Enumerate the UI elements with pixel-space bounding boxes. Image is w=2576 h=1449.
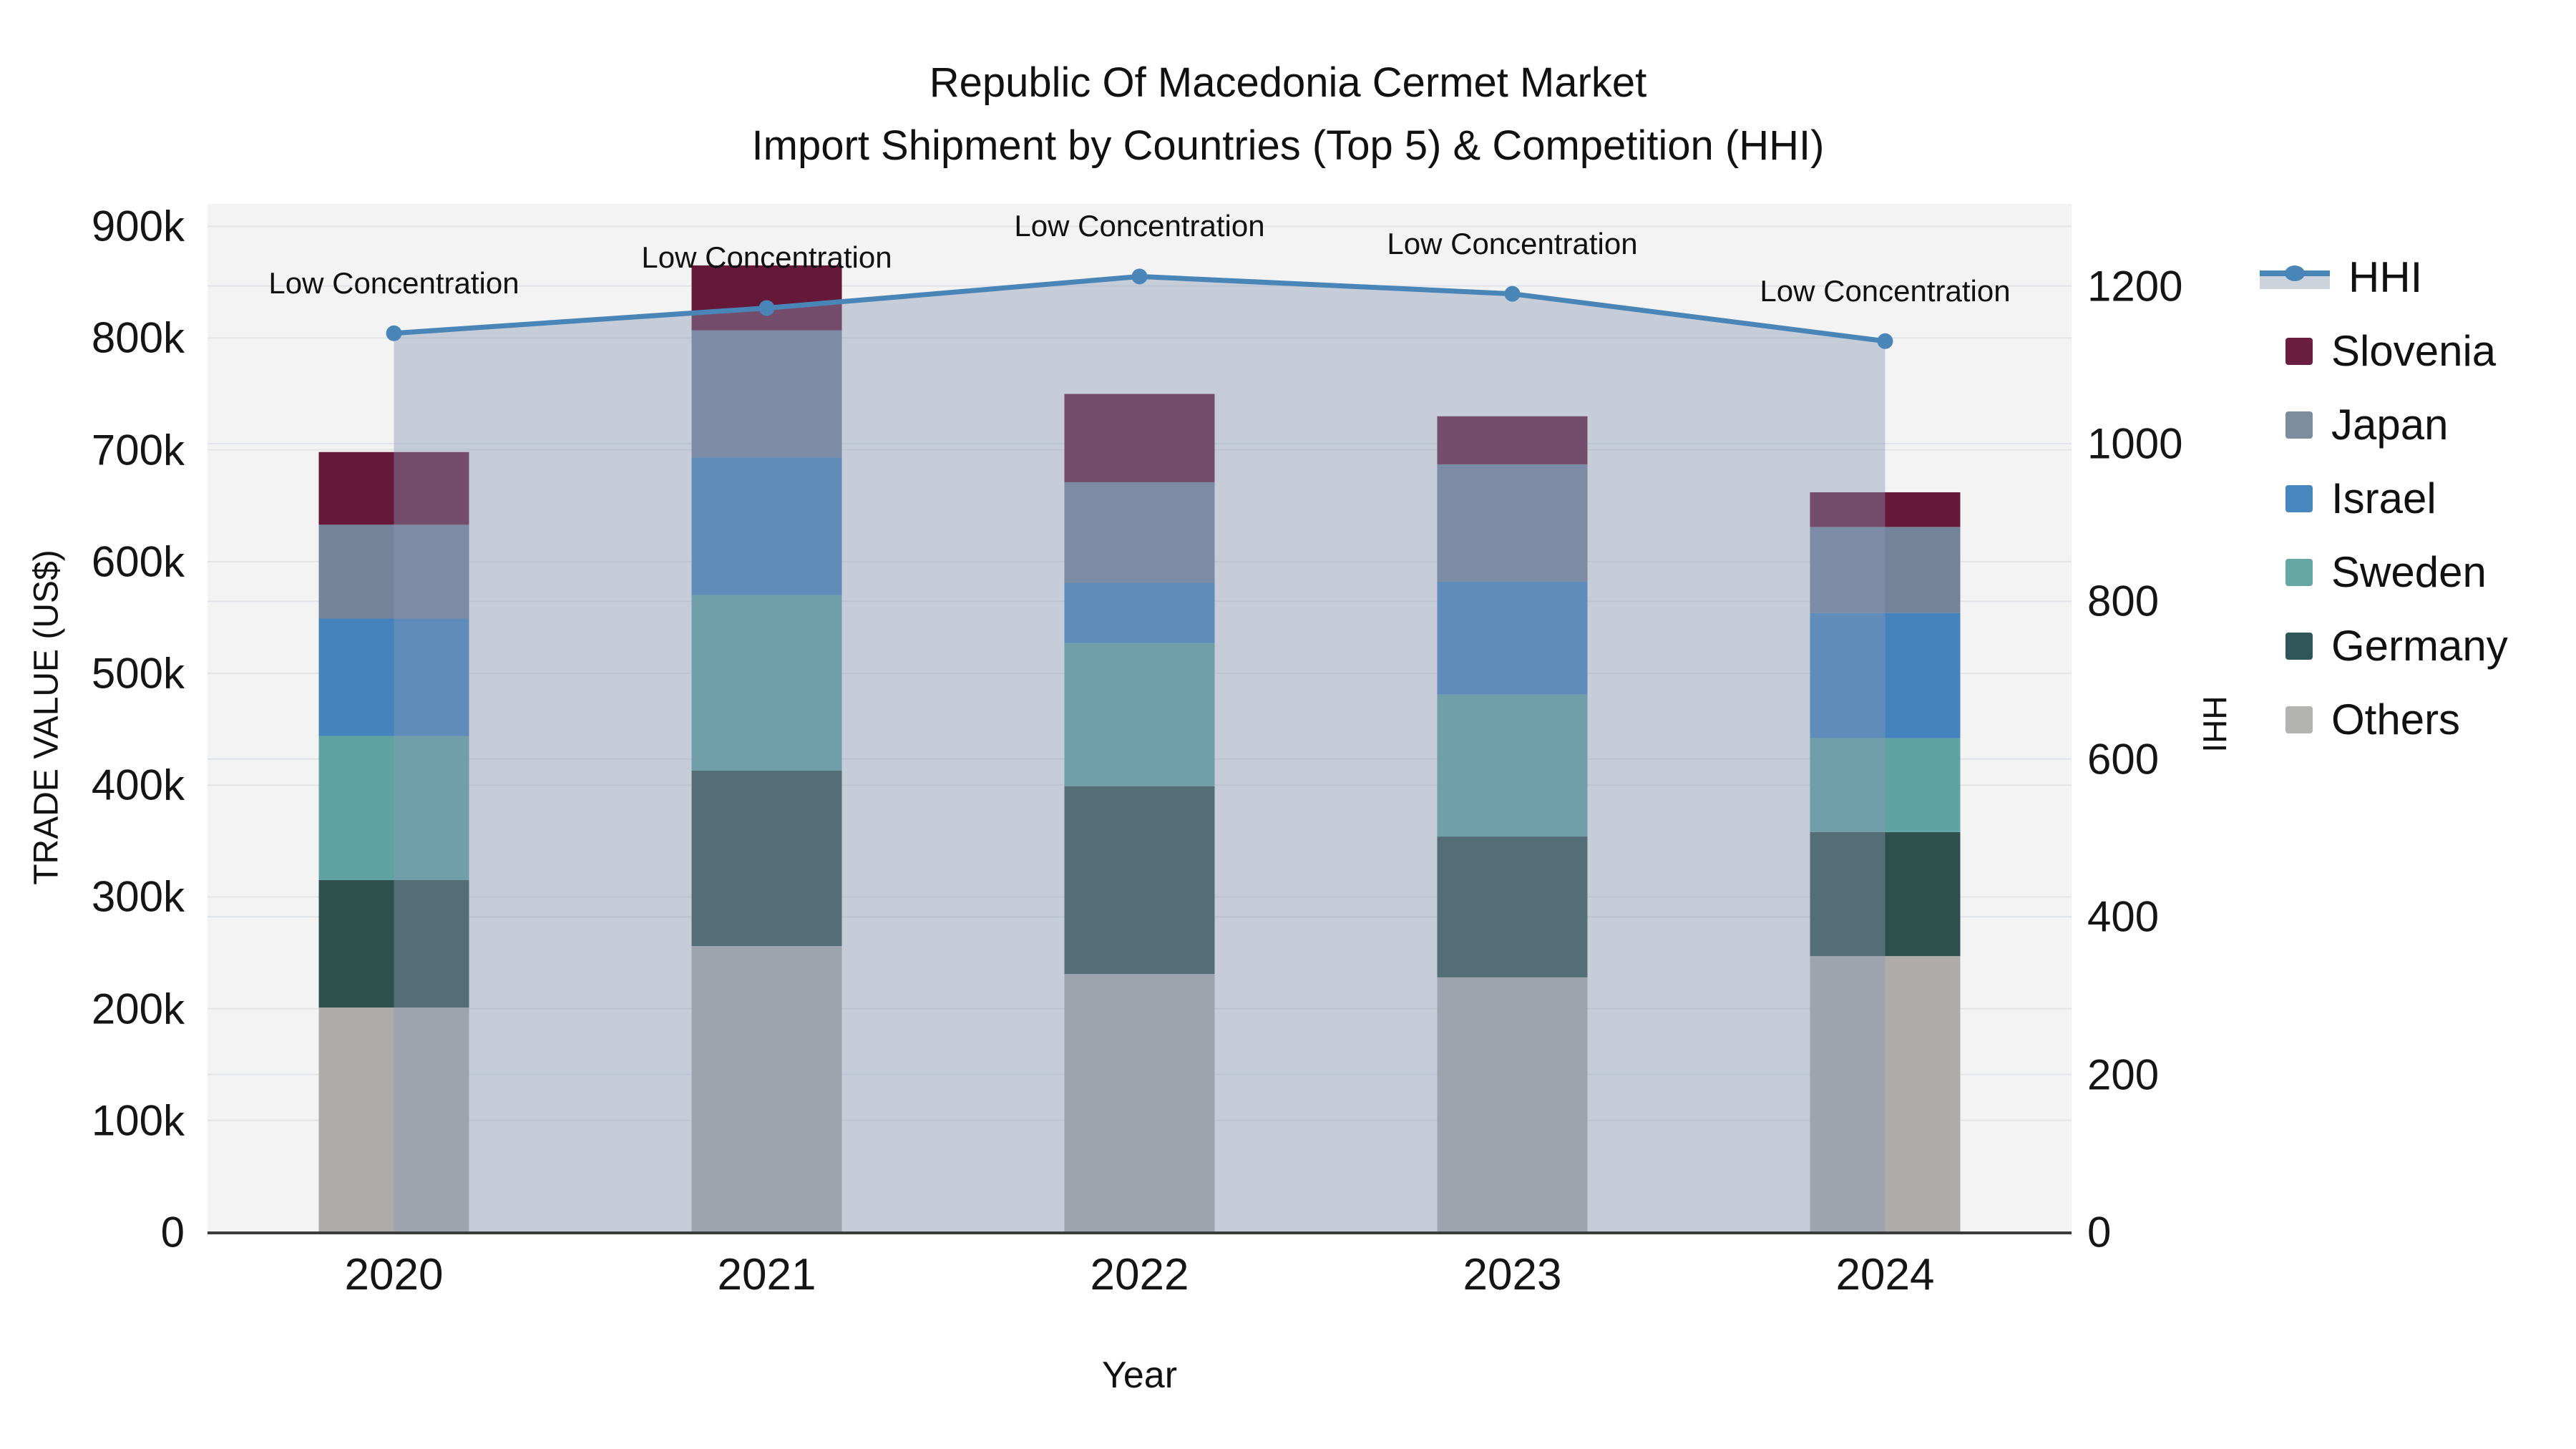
x-tick-label-2021: 2021 — [717, 1250, 816, 1299]
bar-segment-israel-2021[interactable] — [691, 457, 842, 595]
bar-segment-others-2021[interactable] — [691, 946, 842, 1232]
legend-item-hhi[interactable]: HHI — [2260, 240, 2508, 314]
y-right-tick-label: 800 — [2087, 577, 2160, 625]
legend-item-germany[interactable]: Germany — [2260, 609, 2508, 683]
legend-item-sweden[interactable]: Sweden — [2260, 535, 2508, 609]
legend-label: Others — [2331, 696, 2461, 743]
bar-segment-slovenia-2021[interactable] — [691, 265, 842, 331]
annotation-low-concentration-2022: Low Concentration — [1014, 209, 1265, 243]
legend-label: Israel — [2331, 474, 2436, 522]
bar-segment-slovenia-2022[interactable] — [1064, 394, 1215, 482]
y-right-tick-label: 0 — [2087, 1208, 2112, 1257]
bar-segment-others-2024[interactable] — [1810, 956, 1961, 1232]
legend-swatch-others — [2285, 706, 2313, 733]
bar-segment-japan-2024[interactable] — [1810, 527, 1961, 613]
bar-segment-japan-2021[interactable] — [691, 330, 842, 458]
bar-segment-germany-2023[interactable] — [1437, 836, 1588, 977]
legend-label: Slovenia — [2331, 327, 2497, 375]
x-tick-label-2023: 2023 — [1463, 1250, 1562, 1299]
bar-segment-sweden-2024[interactable] — [1810, 738, 1961, 832]
y-right-tick-label: 600 — [2087, 735, 2160, 784]
x-tick-label-2024: 2024 — [1835, 1250, 1935, 1299]
y-left-tick-label: 200k — [91, 985, 185, 1033]
y-left-tick-label: 100k — [91, 1096, 185, 1145]
legend-item-slovenia[interactable]: Slovenia — [2260, 314, 2508, 388]
y-left-tick-label: 300k — [91, 872, 185, 921]
chart-title: Republic Of Macedonia Cermet Market Impo… — [0, 52, 2576, 177]
hhi-marker-2022[interactable] — [1131, 268, 1148, 285]
annotation-low-concentration-2020: Low Concentration — [268, 265, 519, 300]
bar-segment-others-2022[interactable] — [1064, 974, 1215, 1232]
legend-item-japan[interactable]: Japan — [2260, 388, 2508, 462]
bar-segment-germany-2020[interactable] — [318, 879, 469, 1008]
bar-segment-israel-2022[interactable] — [1064, 582, 1215, 643]
legend-swatch-slovenia — [2285, 337, 2313, 365]
hhi-marker-2020[interactable] — [386, 325, 402, 341]
y-right-tick-label: 1200 — [2087, 262, 2183, 311]
bar-segment-germany-2022[interactable] — [1064, 786, 1215, 975]
legend-item-israel[interactable]: Israel — [2260, 462, 2508, 535]
annotation-low-concentration-2021: Low Concentration — [641, 240, 892, 275]
bar-segment-slovenia-2024[interactable] — [1810, 492, 1961, 527]
x-tick-label-2020: 2020 — [344, 1250, 444, 1299]
x-tick-label-2022: 2022 — [1090, 1250, 1189, 1299]
bar-segment-japan-2023[interactable] — [1437, 464, 1588, 582]
y-right-tick-label: 200 — [2087, 1050, 2160, 1099]
chart-title-line1: Republic Of Macedonia Cermet Market — [929, 59, 1647, 106]
bar-segment-others-2023[interactable] — [1437, 977, 1588, 1232]
legend-label: HHI — [2348, 253, 2423, 301]
legend-swatch-israel — [2285, 484, 2313, 512]
legend-swatch-japan — [2285, 411, 2313, 439]
hhi-marker-2023[interactable] — [1504, 286, 1521, 302]
bar-segment-sweden-2022[interactable] — [1064, 643, 1215, 786]
bar-segment-sweden-2023[interactable] — [1437, 694, 1588, 837]
y-left-tick-label: 400k — [91, 761, 185, 809]
legend: HHI Slovenia Japan Israel Sweden Germany Other… — [2260, 240, 2508, 756]
legend-line-sample-hhi — [2260, 262, 2330, 293]
bar-segment-others-2020[interactable] — [318, 1008, 469, 1232]
y-left-tick-label: 700k — [91, 426, 185, 474]
bar-segment-japan-2022[interactable] — [1064, 482, 1215, 583]
bar-segment-sweden-2020[interactable] — [318, 736, 469, 880]
x-axis-title: Year — [1101, 1355, 1178, 1396]
y-left-tick-label: 0 — [160, 1208, 185, 1257]
y-left-tick-label: 800k — [91, 313, 185, 362]
annotation-low-concentration-2023: Low Concentration — [1387, 226, 1638, 260]
y-left-tick-label: 600k — [91, 537, 185, 586]
hhi-marker-2024[interactable] — [1877, 333, 1893, 349]
y-left-tick-label: 500k — [91, 649, 185, 698]
y-right-tick-label: 1000 — [2087, 419, 2183, 468]
legend-label: Germany — [2331, 622, 2508, 670]
legend-label: Japan — [2331, 401, 2449, 449]
bar-segment-slovenia-2023[interactable] — [1437, 416, 1588, 464]
legend-item-others[interactable]: Others — [2260, 683, 2508, 756]
hhi-marker-2021[interactable] — [758, 300, 775, 316]
annotation-low-concentration-2024: Low Concentration — [1760, 273, 2011, 308]
hhi-area-fill — [394, 276, 1885, 1232]
y-axis-title-right: HHI — [2196, 696, 2233, 753]
bar-segment-israel-2023[interactable] — [1437, 581, 1588, 695]
bar-segment-germany-2021[interactable] — [691, 770, 842, 947]
bar-segment-slovenia-2020[interactable] — [318, 452, 469, 525]
y-left-tick-label: 900k — [91, 202, 185, 250]
y-axis-title-left: TRADE VALUE (US$) — [27, 550, 66, 885]
bar-segment-germany-2024[interactable] — [1810, 831, 1961, 957]
bar-segment-japan-2020[interactable] — [318, 525, 469, 619]
bar-segment-sweden-2021[interactable] — [691, 595, 842, 771]
bar-segment-israel-2020[interactable] — [318, 618, 469, 736]
chart-title-line2: Import Shipment by Countries (Top 5) & C… — [751, 122, 1825, 170]
legend-swatch-germany — [2285, 632, 2313, 660]
y-right-tick-label: 400 — [2087, 892, 2160, 941]
legend-label: Sweden — [2331, 548, 2487, 596]
bar-segment-israel-2024[interactable] — [1810, 613, 1961, 738]
legend-swatch-sweden — [2285, 558, 2313, 586]
